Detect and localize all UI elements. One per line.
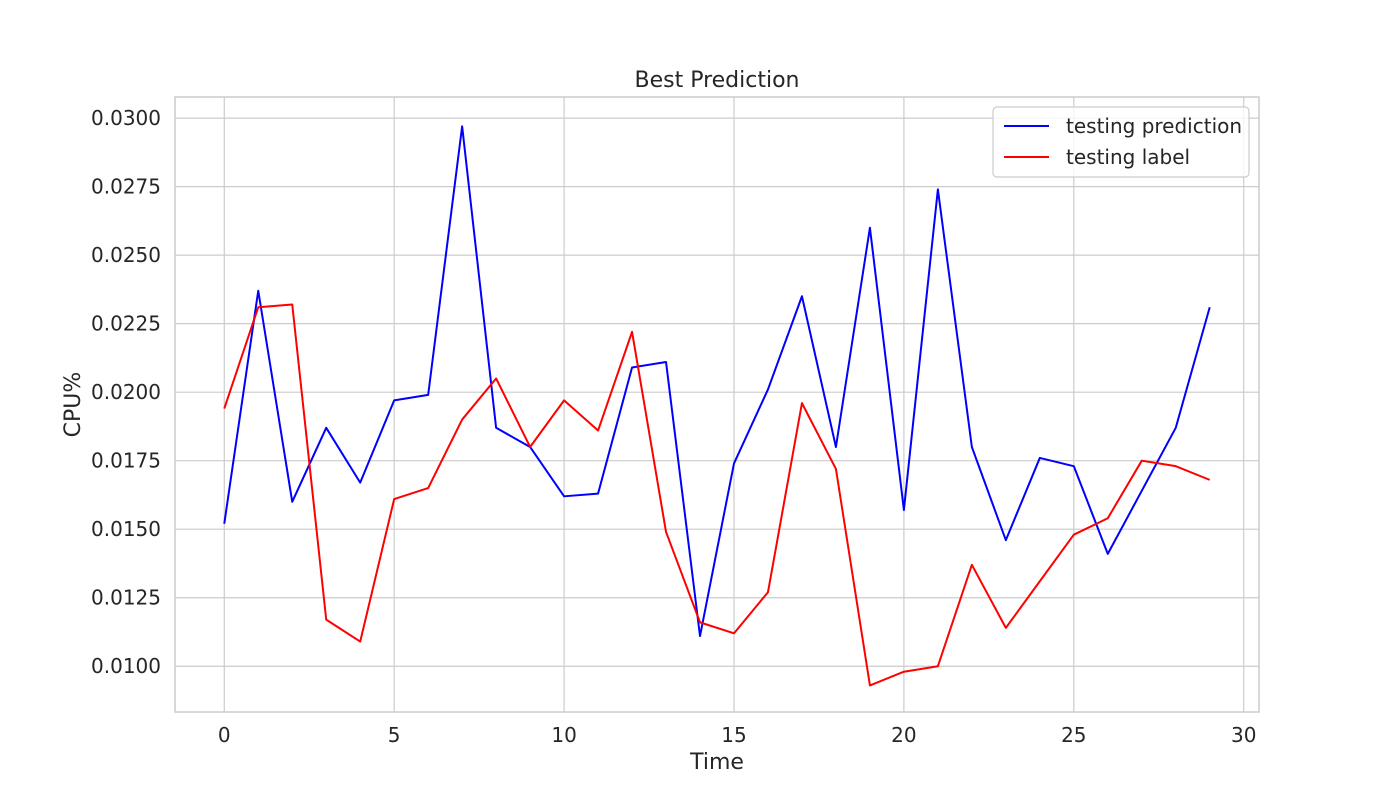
- legend: testing prediction testing label: [992, 106, 1250, 178]
- y-tick-label: 0.0225: [91, 312, 161, 336]
- y-tick-label: 0.0100: [91, 654, 161, 678]
- x-tick-label: 25: [1061, 723, 1086, 747]
- y-tick-label: 0.0150: [91, 517, 161, 541]
- plot-frame: [174, 96, 1260, 713]
- y-tick-label: 0.0125: [91, 586, 161, 610]
- legend-box: [992, 106, 1250, 178]
- y-tick-label: 0.0175: [91, 449, 161, 473]
- x-tick-label: 15: [721, 723, 746, 747]
- y-axis-title: CPU%: [61, 372, 86, 438]
- series-line-testing-prediction: [223, 125, 1211, 638]
- y-tick-label: 0.0275: [91, 175, 161, 199]
- grid: [175, 97, 1259, 712]
- chart-title: Best Prediction: [635, 68, 800, 93]
- series-line-testing-label: [223, 303, 1211, 687]
- tick-labels: 0 5 10 15 20 25 30 0.0100 0.0125 0.0150 0.0175 0.02…: [91, 106, 1256, 747]
- legend-label-testing-label: testing label: [1066, 145, 1190, 169]
- x-tick-label: 5: [388, 723, 401, 747]
- x-tick-label: 0: [218, 723, 231, 747]
- y-tick-label: 0.0200: [91, 380, 161, 404]
- x-tick-label: 10: [551, 723, 576, 747]
- legend-label-testing-prediction: testing prediction: [1066, 114, 1242, 138]
- series-layer: [223, 125, 1211, 687]
- x-tick-label: 20: [891, 723, 916, 747]
- y-tick-label: 0.0250: [91, 243, 161, 267]
- y-tick-label: 0.0300: [91, 106, 161, 130]
- x-tick-label: 30: [1231, 723, 1256, 747]
- x-axis-title: Time: [689, 750, 744, 775]
